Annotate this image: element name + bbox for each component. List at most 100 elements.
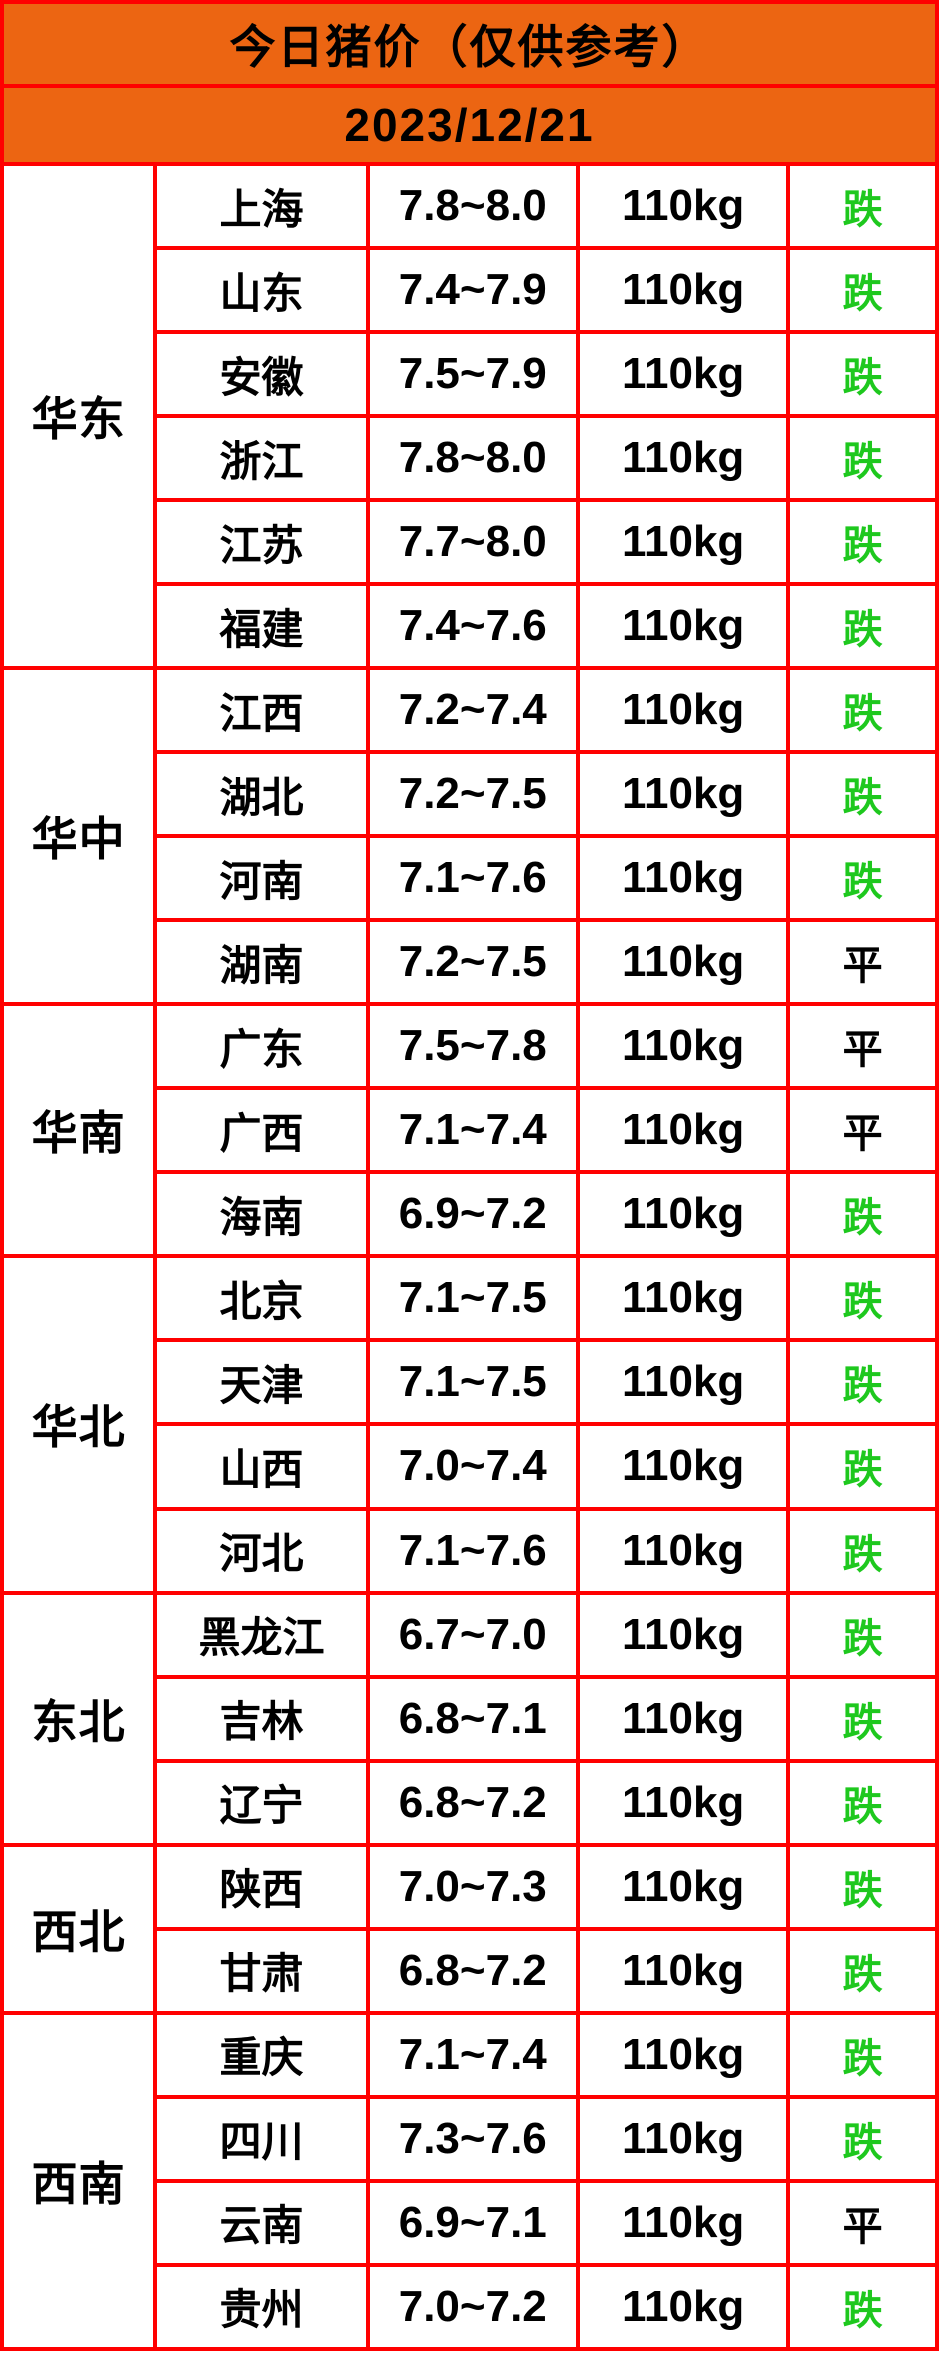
trend-cell: 跌 bbox=[786, 582, 939, 671]
trend-cell: 跌 bbox=[786, 666, 939, 755]
province-cell: 贵州 bbox=[153, 2262, 370, 2352]
title-row: 今日猪价（仅供参考） bbox=[0, 0, 939, 88]
region-cell: 华北 bbox=[0, 1254, 158, 1595]
weight-cell: 110kg bbox=[575, 2010, 791, 2099]
table-row: 山东 7.4~7.9 110kg 跌 bbox=[2, 246, 939, 335]
date-label: 2023/12/21 bbox=[0, 84, 939, 166]
province-cell: 天津 bbox=[153, 1338, 370, 1427]
page-title: 今日猪价（仅供参考） bbox=[0, 0, 939, 88]
table-row: 西南 重庆 7.1~7.4 110kg 跌 bbox=[0, 2010, 939, 2352]
trend-cell: 跌 bbox=[786, 161, 939, 251]
region-cell: 西北 bbox=[0, 1842, 158, 2015]
weight-cell: 110kg bbox=[575, 330, 791, 419]
province-cell: 广西 bbox=[153, 1086, 370, 1175]
province-cell: 北京 bbox=[153, 1254, 370, 1343]
table-row: 四川 7.3~7.6 110kg 跌 bbox=[2, 2094, 939, 2183]
region-cell: 华南 bbox=[0, 1002, 158, 1259]
province-cell: 海南 bbox=[153, 1170, 370, 1259]
weight-cell: 110kg bbox=[575, 1254, 791, 1343]
price-cell: 7.4~7.6 bbox=[365, 582, 580, 671]
province-cell: 江西 bbox=[153, 666, 370, 755]
price-cell: 7.0~7.4 bbox=[365, 1422, 580, 1511]
region-cell: 西南 bbox=[0, 2010, 158, 2352]
province-cell: 河南 bbox=[153, 834, 370, 923]
province-cell: 湖南 bbox=[153, 918, 370, 1007]
weight-cell: 110kg bbox=[575, 666, 791, 755]
price-cell: 7.3~7.6 bbox=[365, 2094, 580, 2183]
table-row: 华东 上海 7.8~8.0 110kg 跌 bbox=[0, 161, 939, 671]
weight-cell: 110kg bbox=[575, 1674, 791, 1763]
weight-cell: 110kg bbox=[575, 1926, 791, 2015]
weight-cell: 110kg bbox=[575, 1002, 791, 1091]
province-cell: 福建 bbox=[153, 582, 370, 671]
weight-cell: 110kg bbox=[575, 414, 791, 503]
table-row: 湖北 7.2~7.5 110kg 跌 bbox=[2, 750, 939, 839]
table-row: 福建 7.4~7.6 110kg 跌 bbox=[2, 582, 939, 671]
price-cell: 7.1~7.6 bbox=[365, 1506, 580, 1595]
weight-cell: 110kg bbox=[575, 1422, 791, 1511]
price-cell: 7.8~8.0 bbox=[365, 161, 580, 251]
table-row: 天津 7.1~7.5 110kg 跌 bbox=[2, 1338, 939, 1427]
province-cell: 山西 bbox=[153, 1422, 370, 1511]
trend-cell: 跌 bbox=[786, 2262, 939, 2352]
province-cell: 江苏 bbox=[153, 498, 370, 587]
weight-cell: 110kg bbox=[575, 161, 791, 251]
trend-cell: 跌 bbox=[786, 1254, 939, 1343]
weight-cell: 110kg bbox=[575, 2094, 791, 2183]
trend-cell: 跌 bbox=[786, 498, 939, 587]
weight-cell: 110kg bbox=[575, 1758, 791, 1847]
weight-cell: 110kg bbox=[575, 2262, 791, 2352]
trend-cell: 跌 bbox=[786, 414, 939, 503]
trend-cell: 平 bbox=[786, 1002, 939, 1091]
weight-cell: 110kg bbox=[575, 750, 791, 839]
trend-cell: 跌 bbox=[786, 1674, 939, 1763]
province-cell: 安徽 bbox=[153, 330, 370, 419]
trend-cell: 跌 bbox=[786, 2010, 939, 2099]
weight-cell: 110kg bbox=[575, 918, 791, 1007]
trend-cell: 跌 bbox=[786, 1338, 939, 1427]
region-cell: 华东 bbox=[0, 161, 158, 671]
province-cell: 吉林 bbox=[153, 1674, 370, 1763]
table-row: 湖南 7.2~7.5 110kg 平 bbox=[2, 918, 939, 1007]
province-cell: 湖北 bbox=[153, 750, 370, 839]
trend-cell: 跌 bbox=[786, 1758, 939, 1847]
province-cell: 辽宁 bbox=[153, 1758, 370, 1847]
table-row: 甘肃 6.8~7.2 110kg 跌 bbox=[2, 1926, 939, 2015]
price-cell: 7.2~7.4 bbox=[365, 666, 580, 755]
price-cell: 7.1~7.5 bbox=[365, 1338, 580, 1427]
price-cell: 6.9~7.2 bbox=[365, 1170, 580, 1259]
price-cell: 6.8~7.2 bbox=[365, 1926, 580, 2015]
table-row: 河南 7.1~7.6 110kg 跌 bbox=[2, 834, 939, 923]
table-row: 广西 7.1~7.4 110kg 平 bbox=[2, 1086, 939, 1175]
table-row: 吉林 6.8~7.1 110kg 跌 bbox=[2, 1674, 939, 1763]
price-cell: 7.7~8.0 bbox=[365, 498, 580, 587]
table-row: 贵州 7.0~7.2 110kg 跌 bbox=[2, 2262, 939, 2352]
price-cell: 7.1~7.4 bbox=[365, 2010, 580, 2099]
table-row: 辽宁 6.8~7.2 110kg 跌 bbox=[2, 1758, 939, 1847]
price-cell: 6.8~7.1 bbox=[365, 1674, 580, 1763]
price-cell: 7.1~7.5 bbox=[365, 1254, 580, 1343]
table-body: 华东 上海 7.8~8.0 110kg 跌山东 7.4~7.9 110kg 跌安徽 7.5~7.… bbox=[0, 161, 939, 2352]
weight-cell: 110kg bbox=[575, 1506, 791, 1595]
weight-cell: 110kg bbox=[575, 582, 791, 671]
price-cell: 7.5~7.8 bbox=[365, 1002, 580, 1091]
province-cell: 山东 bbox=[153, 246, 370, 335]
trend-cell: 跌 bbox=[786, 246, 939, 335]
trend-cell: 平 bbox=[786, 1086, 939, 1175]
table-row: 河北 7.1~7.6 110kg 跌 bbox=[2, 1506, 939, 1595]
province-cell: 重庆 bbox=[153, 2010, 370, 2099]
price-cell: 7.0~7.2 bbox=[365, 2262, 580, 2352]
price-cell: 7.2~7.5 bbox=[365, 918, 580, 1007]
province-cell: 甘肃 bbox=[153, 1926, 370, 2015]
table-header: 今日猪价（仅供参考） 2023/12/21 bbox=[0, 0, 939, 166]
trend-cell: 跌 bbox=[786, 1590, 939, 1679]
trend-cell: 跌 bbox=[786, 1842, 939, 1931]
table-row: 西北 陕西 7.0~7.3 110kg 跌 bbox=[0, 1842, 939, 2015]
weight-cell: 110kg bbox=[575, 1170, 791, 1259]
weight-cell: 110kg bbox=[575, 246, 791, 335]
trend-cell: 跌 bbox=[786, 2094, 939, 2183]
weight-cell: 110kg bbox=[575, 1086, 791, 1175]
region-cell: 东北 bbox=[0, 1590, 158, 1847]
table-row: 江苏 7.7~8.0 110kg 跌 bbox=[2, 498, 939, 587]
